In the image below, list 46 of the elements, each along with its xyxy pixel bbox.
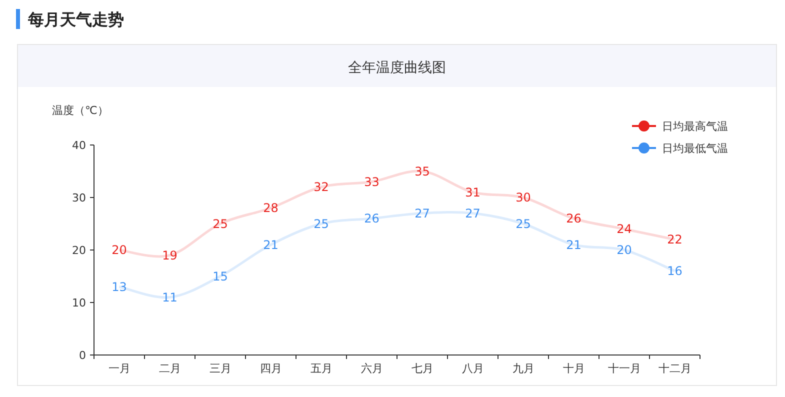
x-tick-label: 七月 bbox=[411, 362, 434, 375]
y-tick-label: 0 bbox=[79, 349, 86, 362]
legend-label: 日均最低气温 bbox=[662, 142, 728, 155]
data-label: 21 bbox=[566, 238, 582, 252]
data-label: 26 bbox=[364, 212, 380, 226]
chart-subtitle: 全年温度曲线图 bbox=[348, 60, 446, 76]
legend-label: 日均最高气温 bbox=[662, 120, 728, 133]
y-tick-label: 20 bbox=[72, 244, 86, 257]
x-tick-label: 十一月 bbox=[608, 362, 641, 375]
data-label: 31 bbox=[465, 185, 480, 200]
x-tick-label: 四月 bbox=[260, 362, 282, 375]
y-axis-title: 温度（℃） bbox=[52, 104, 108, 117]
data-label: 22 bbox=[667, 232, 682, 246]
data-label: 25 bbox=[212, 216, 228, 231]
data-label: 28 bbox=[263, 201, 278, 215]
data-label: 15 bbox=[212, 269, 228, 284]
x-tick-label: 十月 bbox=[562, 362, 585, 375]
data-label: 24 bbox=[616, 222, 632, 236]
x-tick-label: 六月 bbox=[360, 362, 383, 375]
y-tick-label: 40 bbox=[72, 139, 86, 152]
y-tick-label: 10 bbox=[72, 296, 86, 310]
data-label: 25 bbox=[314, 216, 329, 231]
data-label: 33 bbox=[364, 174, 380, 189]
data-label: 20 bbox=[616, 243, 632, 257]
data-label: 25 bbox=[516, 216, 531, 231]
x-tick-label: 二月 bbox=[158, 362, 181, 375]
data-label: 32 bbox=[314, 180, 329, 194]
x-tick-label: 八月 bbox=[462, 362, 484, 375]
x-tick-label: 一月 bbox=[108, 362, 130, 375]
x-tick-label: 十二月 bbox=[658, 362, 692, 375]
data-label: 21 bbox=[263, 238, 278, 252]
data-label: 11 bbox=[162, 290, 178, 304]
data-label: 16 bbox=[667, 264, 682, 278]
y-tick-label: 30 bbox=[72, 192, 86, 204]
x-tick-label: 九月 bbox=[512, 362, 534, 375]
data-label: 20 bbox=[112, 243, 127, 257]
x-tick-label: 三月 bbox=[209, 362, 232, 375]
data-label: 30 bbox=[516, 190, 531, 204]
data-label: 13 bbox=[112, 280, 127, 294]
data-label: 26 bbox=[566, 212, 582, 226]
data-label: 35 bbox=[414, 164, 430, 178]
data-label: 27 bbox=[414, 206, 430, 220]
data-label: 27 bbox=[465, 206, 480, 220]
data-label: 19 bbox=[162, 248, 178, 262]
chart-title: 每月天气走势 bbox=[27, 10, 124, 29]
x-tick-label: 五月 bbox=[310, 362, 332, 375]
